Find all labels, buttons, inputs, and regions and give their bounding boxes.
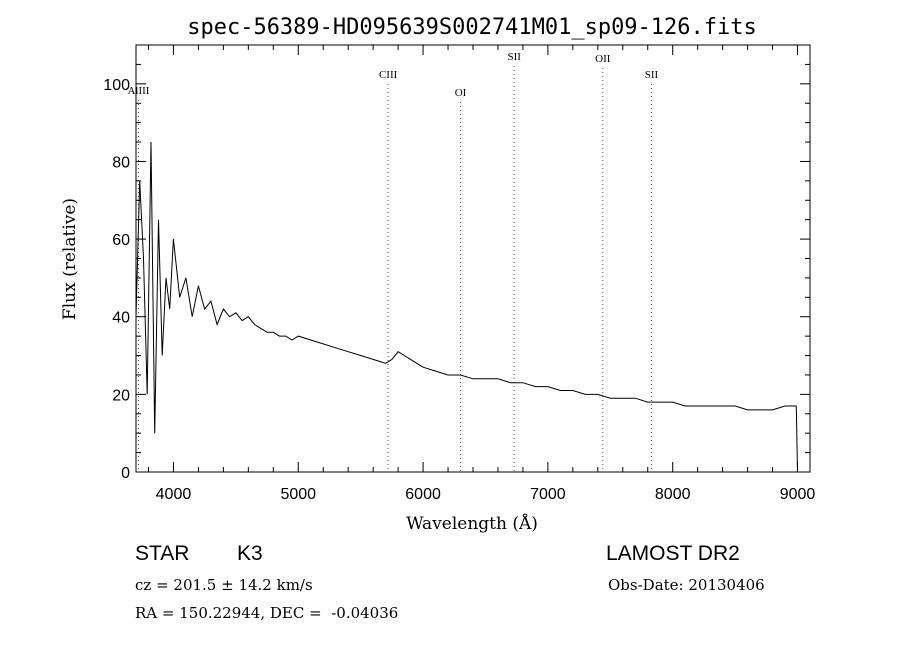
line-marker-label-0: AlIII: [127, 85, 149, 97]
x-axis-label: Wavelength (Å): [406, 513, 538, 534]
y-tick-label-2: 40: [112, 310, 130, 327]
plot-frame: [135, 44, 811, 473]
x-tick-label-5: 9000: [780, 486, 816, 503]
line-marker-label-1: CIII: [379, 69, 398, 81]
plot-area: AlIII CIII OI SII OII SII 4000 5000 6000 7000 8000…: [103, 44, 816, 503]
y-tick-label-1: 20: [112, 387, 130, 404]
survey-name: LAMOST DR2: [606, 542, 740, 565]
object-subclass: K3: [237, 542, 263, 565]
line-marker-label-3: SII: [507, 51, 521, 63]
x-tick-label-0: 4000: [156, 486, 192, 503]
sky-coordinates: RA = 150.22944, DEC = -0.04036: [135, 604, 399, 622]
spectrum-line: [135, 141, 798, 473]
x-tick-label-4: 8000: [655, 486, 691, 503]
y-tick-label-4: 80: [112, 154, 130, 171]
y-tick-label-0: 0: [121, 465, 130, 482]
y-axis-label: Flux (relative): [60, 198, 80, 320]
line-marker-label-4: OII: [595, 53, 611, 65]
chart-title: spec-56389-HD095639S002741M01_sp09-126.f…: [187, 15, 757, 40]
y-tick-label-3: 60: [112, 232, 130, 249]
y-tick-label-5: 100: [103, 77, 130, 94]
x-tick-label-2: 6000: [405, 486, 441, 503]
line-marker-label-5: SII: [645, 69, 659, 81]
redshift-cz: cz = 201.5 ± 14.2 km/s: [135, 576, 313, 594]
x-tick-label-3: 7000: [530, 486, 566, 503]
object-class: STAR: [135, 542, 190, 565]
x-tick-label-1: 5000: [280, 486, 316, 503]
observation-date: Obs-Date: 20130406: [608, 576, 765, 594]
line-marker-label-2: OI: [455, 87, 467, 99]
